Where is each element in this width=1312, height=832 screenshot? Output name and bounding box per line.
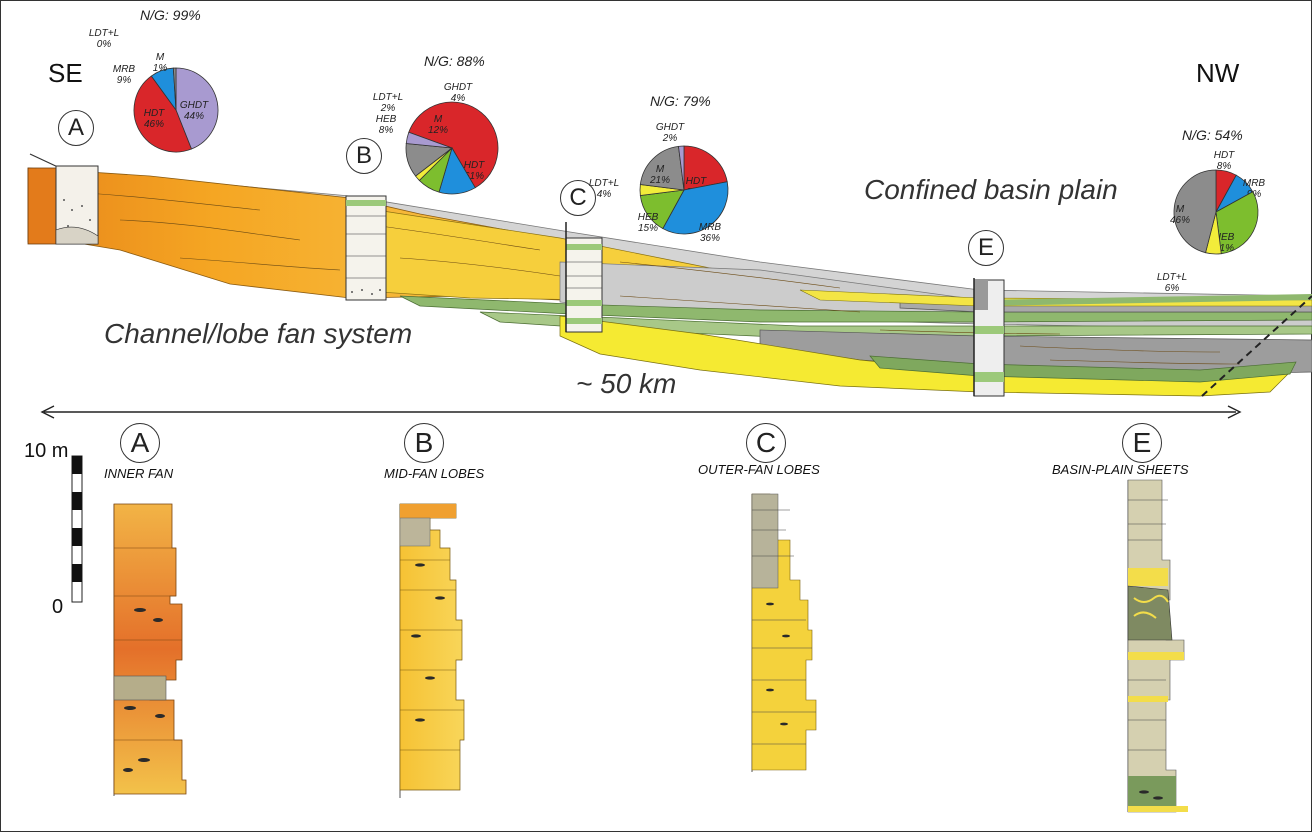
- label-distance: ~ 50 km: [576, 368, 677, 399]
- pie-slice-ghdt: [175, 67, 219, 150]
- pie-slice-m: [172, 67, 177, 111]
- label-channel-lobe: Channel/lobe fan system: [104, 318, 413, 349]
- pie-slice-label: LDT+L 6%: [1157, 272, 1187, 294]
- pie-slice-label: GHDT 2%: [656, 122, 685, 144]
- pie-slice-ghdt: [678, 145, 685, 191]
- pie-slice-hdt: [408, 101, 499, 189]
- log-title-C: OUTER-FAN LOBES: [698, 462, 820, 477]
- pie-slice-hdt: [133, 75, 192, 153]
- log-title-B: MID-FAN LOBES: [384, 466, 485, 481]
- pie-slice-label: MRB 36%: [699, 222, 722, 244]
- pie-slice-label: HDT 46%: [144, 108, 165, 130]
- well-E: [973, 278, 1005, 397]
- basin-margin-dashed: [1201, 295, 1312, 397]
- green-sheet-1: [399, 295, 1312, 323]
- pie-slice-label: LDT+L 4%: [589, 178, 619, 200]
- well-B: [345, 195, 387, 301]
- tilt-line: [29, 153, 61, 169]
- pie-slice-label: HEB 15%: [638, 212, 659, 234]
- scale-label-bottom: 0: [52, 596, 64, 618]
- pie-title: N/G: 54%: [1182, 127, 1243, 143]
- label-confined-basin: Confined basin plain: [864, 174, 1118, 205]
- pie-slice-label: M 21%: [649, 164, 670, 186]
- distance-arrow: [40, 405, 1242, 419]
- well-marker-B: B: [346, 138, 382, 174]
- log-A: [113, 503, 187, 796]
- pie-slice-label: HEB 8%: [376, 114, 397, 136]
- pie-slice-label: GHDT 4%: [444, 82, 473, 104]
- pie-slice-label: LDT+L 0%: [89, 28, 119, 50]
- log-title-A: INNER FAN: [104, 466, 174, 481]
- pie-slice-label: M 1%: [153, 52, 168, 74]
- direction-right: NW: [1196, 58, 1240, 88]
- log-marker-E: E: [1122, 423, 1162, 463]
- basin-upper-green: [980, 294, 1312, 306]
- pie-slice-m: [639, 145, 685, 191]
- pie-slice-label: GHDT 44%: [180, 100, 209, 122]
- pie-slice-label: M 12%: [428, 114, 448, 136]
- log-marker-A: A: [120, 423, 160, 463]
- pie-slice-label: HDT 8%: [1214, 150, 1235, 172]
- pie-title: N/G: 79%: [650, 93, 711, 109]
- well-marker-A: A: [58, 110, 94, 146]
- scale-label-top: 10 m: [24, 440, 69, 462]
- scale-bar: [71, 455, 83, 603]
- pie-slice-label: M 46%: [1170, 204, 1190, 226]
- well-C: [565, 222, 603, 333]
- well-A: [55, 165, 99, 245]
- log-title-E: BASIN-PLAIN SHEETS: [1052, 462, 1189, 477]
- pie-slice-hdt: [683, 145, 728, 191]
- well-marker-C: C: [560, 180, 596, 216]
- log-marker-C: C: [746, 423, 786, 463]
- pie-slice-label: HEB 31%: [1214, 232, 1235, 254]
- pie-slice-heb: [1215, 191, 1259, 255]
- pie-title: N/G: 99%: [140, 7, 201, 23]
- pie-slice-ghdt: [405, 131, 453, 149]
- log-E: [1127, 479, 1188, 813]
- pie-title: N/G: 88%: [424, 53, 485, 69]
- pie-slice-label: HDT 61%: [464, 160, 485, 182]
- well-marker-E: E: [968, 230, 1004, 266]
- log-marker-B: B: [404, 423, 444, 463]
- direction-left: SE: [48, 58, 83, 88]
- pie-slice-mrb: [662, 181, 729, 235]
- log-B: [399, 503, 465, 798]
- pie-slice-label: LDT+L 2%: [373, 92, 403, 114]
- log-C: [751, 493, 817, 772]
- pie-charts: N/G: 99% GHDT 44% HDT 46% MRB 9% LDT+L 0% M 1% N/G:…: [89, 7, 1266, 294]
- pie-slice-m: [1173, 169, 1217, 254]
